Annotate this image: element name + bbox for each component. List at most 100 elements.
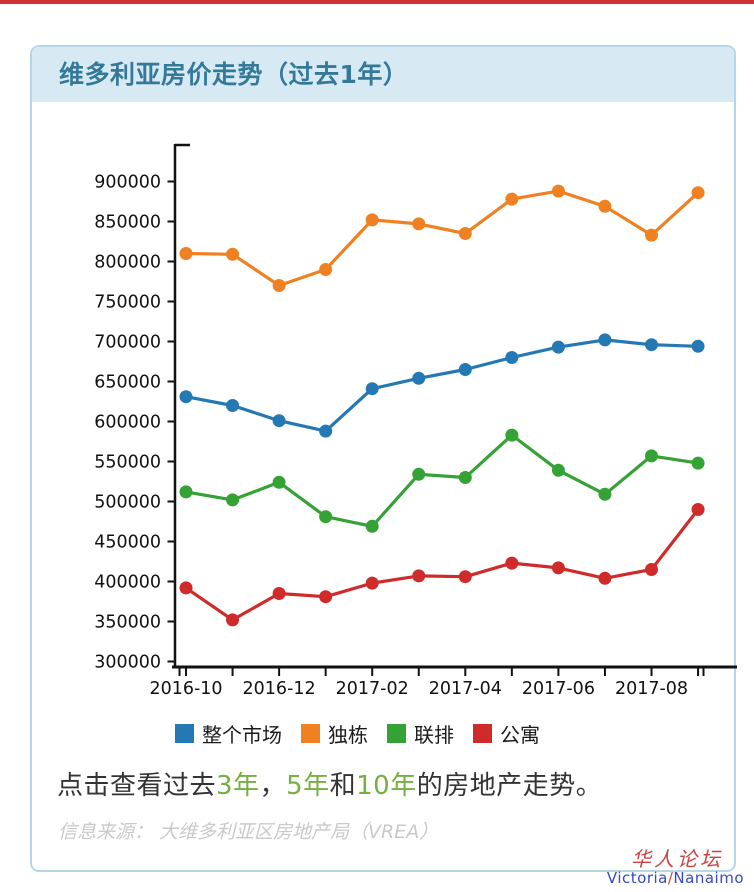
y-tick-label-700000: 700000 bbox=[94, 333, 161, 353]
y-tick-label-900000: 900000 bbox=[94, 173, 161, 193]
data-point-townhouse-2016-10 bbox=[179, 485, 193, 499]
data-point-detached-2017-07 bbox=[598, 199, 612, 213]
watermark: 华人论坛 Victoria/Nanaimo bbox=[607, 848, 744, 887]
cta-text: 点击查看过去 bbox=[57, 771, 217, 801]
cta-text: 和 bbox=[329, 771, 357, 801]
series-detached bbox=[179, 184, 705, 292]
data-point-townhouse-2016-11 bbox=[226, 493, 240, 507]
y-tick-label-850000: 850000 bbox=[94, 213, 161, 233]
data-point-market-2017-04 bbox=[458, 363, 472, 376]
card-header: 维多利亚房价走势（过去1年） bbox=[32, 47, 734, 102]
legend-label-market: 整个市场 bbox=[202, 723, 282, 747]
chart-legend: 整个市场 独栋 联排 公寓 bbox=[175, 719, 540, 748]
y-tick-label-750000: 750000 bbox=[94, 293, 161, 313]
series-line-townhouse bbox=[185, 433, 699, 528]
legend-swatch-market bbox=[175, 724, 194, 743]
top-accent-line bbox=[0, 0, 754, 4]
data-point-detached-2017-06 bbox=[551, 184, 565, 198]
link-past-10-years[interactable]: 10年 bbox=[356, 771, 417, 801]
data-point-condo-2017-06 bbox=[551, 561, 565, 575]
data-point-market-2017-02 bbox=[365, 382, 379, 396]
y-tick-label-650000: 650000 bbox=[94, 373, 161, 393]
data-point-townhouse-2017-08 bbox=[645, 449, 658, 463]
data-point-condo-2016-12 bbox=[272, 587, 286, 600]
data-point-market-2017-06 bbox=[551, 340, 565, 354]
data-point-detached-2016-10 bbox=[179, 247, 193, 260]
data-point-condo-2017-02 bbox=[365, 576, 379, 590]
data-point-detached-2017-02 bbox=[365, 213, 379, 227]
price-trend-card: 维多利亚房价走势（过去1年） 300000 350000 400000 450000 5… bbox=[30, 45, 737, 872]
x-tick-label-2016-12: 2016-12 bbox=[243, 679, 316, 699]
series-line-detached bbox=[185, 189, 700, 288]
data-point-detached-2017-09 bbox=[691, 186, 705, 200]
x-tick-label-2017-06: 2017-06 bbox=[522, 679, 595, 699]
data-point-market-2017-07 bbox=[598, 333, 612, 347]
y-tick-label-800000: 800000 bbox=[94, 253, 161, 273]
data-point-townhouse-2017-07 bbox=[598, 487, 612, 501]
legend-label-townhouse: 联排 bbox=[414, 723, 454, 747]
y-tick-label-350000: 350000 bbox=[94, 613, 161, 633]
data-point-market-2016-12 bbox=[272, 414, 286, 428]
source-attribution: 信息来源： 大维多利亚区房地产局（VREA） bbox=[58, 821, 439, 843]
legend-swatch-townhouse bbox=[387, 724, 406, 743]
data-point-detached-2016-11 bbox=[226, 247, 240, 261]
data-point-condo-2017-05 bbox=[505, 556, 519, 570]
legend-item-market[interactable]: 整个市场 bbox=[175, 719, 282, 748]
data-point-market-2017-05 bbox=[505, 351, 519, 364]
legend-label-condo: 公寓 bbox=[500, 723, 540, 747]
legend-item-townhouse[interactable]: 联排 bbox=[387, 719, 454, 748]
data-point-condo-2016-11 bbox=[226, 613, 240, 627]
y-tick-label-550000: 550000 bbox=[94, 453, 161, 473]
data-point-condo-2017-09 bbox=[691, 503, 705, 516]
x-tick-label-2017-04: 2017-04 bbox=[429, 679, 502, 699]
data-point-condo-2017-04 bbox=[458, 570, 472, 584]
data-point-market-2017-08 bbox=[645, 338, 658, 352]
data-point-detached-2017-08 bbox=[645, 228, 658, 242]
legend-item-detached[interactable]: 独栋 bbox=[301, 719, 368, 748]
data-point-townhouse-2017-02 bbox=[365, 519, 379, 533]
data-point-townhouse-2017-01 bbox=[319, 510, 333, 524]
series-townhouse bbox=[179, 428, 705, 533]
watermark-english: Victoria/Nanaimo bbox=[606, 869, 744, 887]
series-line-condo bbox=[185, 508, 700, 622]
data-point-market-2016-11 bbox=[226, 399, 240, 412]
data-point-townhouse-2017-09 bbox=[691, 456, 705, 470]
data-point-detached-2017-03 bbox=[412, 217, 426, 231]
cta-line: 点击查看过去3年，5年和10年的房地产走势。 bbox=[57, 765, 602, 802]
data-point-condo-2017-03 bbox=[412, 569, 426, 583]
data-point-market-2016-10 bbox=[179, 390, 193, 404]
data-point-townhouse-2017-04 bbox=[458, 471, 472, 484]
data-point-market-2017-01 bbox=[319, 424, 333, 438]
y-tick-label-450000: 450000 bbox=[94, 533, 161, 553]
page-title: 维多利亚房价走势（过去1年） bbox=[59, 60, 409, 89]
cta-text: ， bbox=[259, 771, 287, 801]
y-tick-label-500000: 500000 bbox=[94, 493, 161, 513]
y-tick-label-600000: 600000 bbox=[94, 413, 161, 433]
data-point-townhouse-2016-12 bbox=[272, 475, 286, 489]
data-point-condo-2016-10 bbox=[179, 581, 193, 595]
x-tick-label-2017-02: 2017-02 bbox=[336, 679, 409, 699]
cta-text: 的房地产走势。 bbox=[416, 771, 603, 801]
data-point-townhouse-2017-06 bbox=[551, 463, 565, 477]
legend-swatch-condo bbox=[473, 724, 492, 743]
legend-item-condo[interactable]: 公寓 bbox=[473, 719, 540, 748]
data-point-detached-2017-04 bbox=[458, 227, 472, 240]
y-tick-label-400000: 400000 bbox=[94, 573, 161, 593]
x-tick-label-2017-08: 2017-08 bbox=[615, 679, 688, 699]
series-condo bbox=[179, 503, 705, 627]
link-past-5-years[interactable]: 5年 bbox=[286, 771, 330, 801]
data-point-condo-2017-01 bbox=[319, 590, 333, 604]
data-point-detached-2017-01 bbox=[319, 263, 333, 276]
data-point-condo-2017-08 bbox=[645, 563, 658, 576]
data-point-market-2017-09 bbox=[691, 339, 705, 353]
watermark-chinese: 华人论坛 bbox=[631, 847, 723, 871]
data-point-townhouse-2017-03 bbox=[412, 467, 426, 481]
data-point-townhouse-2017-05 bbox=[505, 428, 519, 442]
y-tick-label-300000: 300000 bbox=[94, 653, 161, 673]
data-point-detached-2016-12 bbox=[272, 279, 286, 292]
data-point-market-2017-03 bbox=[412, 371, 426, 385]
data-point-condo-2017-07 bbox=[598, 571, 612, 585]
x-tick-label-2016-10: 2016-10 bbox=[149, 679, 222, 699]
price-trend-chart: 300000 350000 400000 450000 500000 550000 6000… bbox=[94, 143, 737, 699]
link-past-3-years[interactable]: 3年 bbox=[216, 771, 260, 801]
